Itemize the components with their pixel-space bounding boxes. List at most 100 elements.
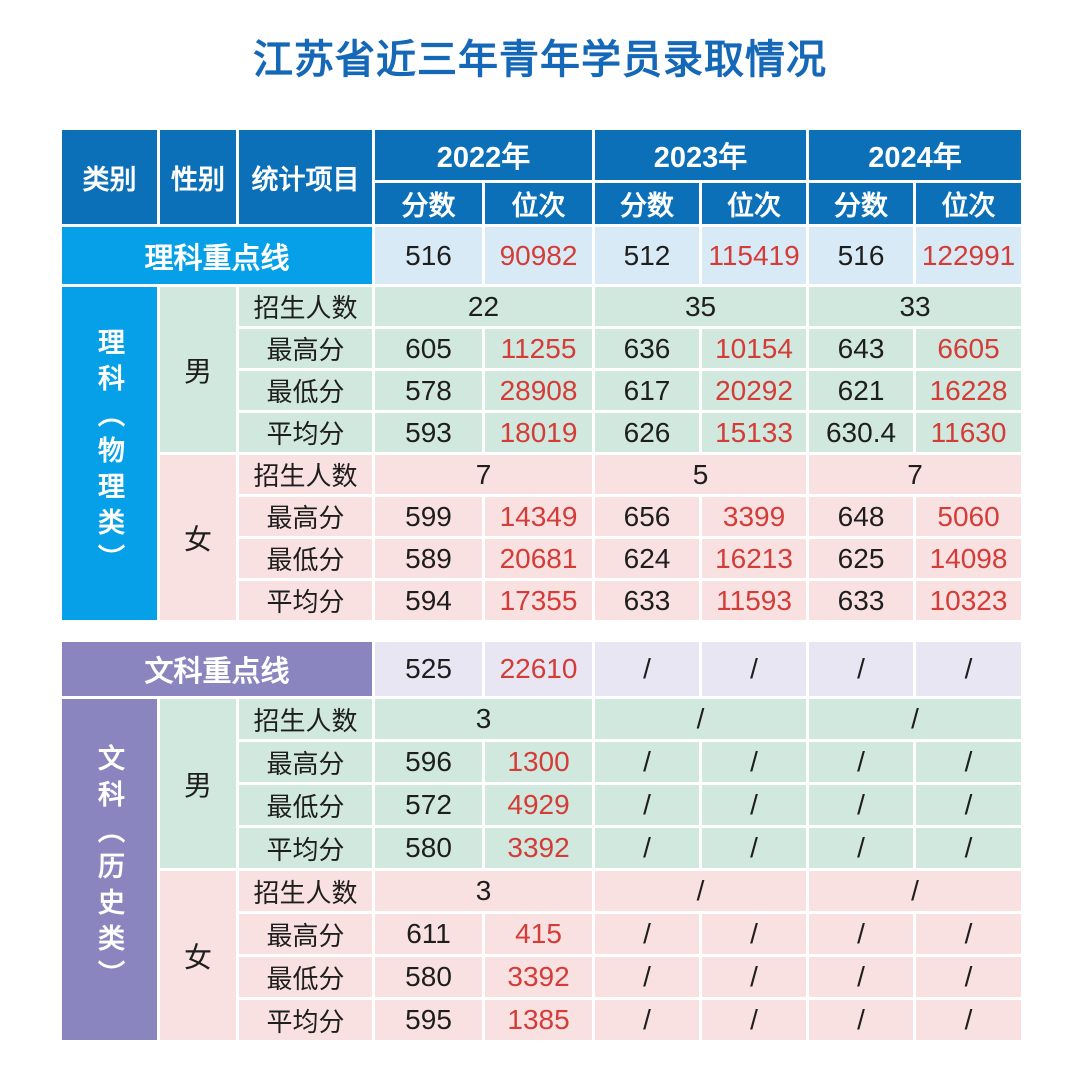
na-cell: / — [913, 739, 1025, 785]
enroll-count-cell: / — [806, 868, 1025, 914]
stat-label-cell: 最高分 — [236, 494, 375, 539]
cutoff-score-cell: 516 — [372, 224, 485, 287]
score-cell: 625 — [806, 536, 917, 581]
arts-cutoff-label-cell: 文科重点线 — [58, 639, 376, 699]
rank-header-cell: 位次 — [699, 180, 810, 227]
cutoff-score-cell: 512 — [592, 224, 703, 287]
enroll-count-cell: 33 — [806, 284, 1025, 329]
na-cell: / — [592, 997, 703, 1043]
rank-cell: 17355 — [481, 578, 596, 623]
score-cell: 578 — [372, 368, 485, 413]
rank-cell: 10323 — [913, 578, 1025, 623]
rank-cell: 15133 — [699, 410, 810, 455]
rank-cell: 3399 — [699, 494, 810, 539]
admissions-table-arts: 文科重点线 525 22610 / / / / 文科（历史类） 男 招生人数 3… — [58, 639, 1025, 1043]
admissions-table-science: 类别 性别 统计项目 2022年 2023年 2024年 分数 位次 分数 位次… — [59, 127, 1025, 623]
score-cell: 594 — [372, 578, 485, 623]
score-cell: 589 — [372, 536, 485, 581]
na-cell: / — [592, 911, 703, 957]
score-cell: 621 — [806, 368, 917, 413]
page-title: 江苏省近三年青年学员录取情况 — [253, 38, 827, 82]
score-cell: 617 — [592, 368, 703, 413]
rank-cell: 415 — [482, 911, 596, 957]
score-cell: 630.4 — [806, 410, 917, 455]
enroll-count-cell: 22 — [371, 284, 596, 329]
stat-item-header-cell: 统计项目 — [236, 127, 375, 227]
stat-label-cell: 最高分 — [235, 911, 376, 957]
na-cell: / — [699, 997, 810, 1043]
score-cell: 633 — [592, 578, 703, 623]
enroll-count-cell: 7 — [806, 452, 1025, 497]
enroll-label-cell: 招生人数 — [236, 284, 375, 329]
cutoff-score-cell: 525 — [372, 639, 486, 699]
male-gender-cell: 男 — [157, 284, 239, 455]
na-cell: / — [806, 825, 917, 871]
score-cell: 595 — [372, 997, 486, 1043]
enroll-count-cell: / — [806, 696, 1025, 742]
na-cell: / — [699, 739, 810, 785]
enroll-label-cell: 招生人数 — [235, 868, 376, 914]
rank-cell: 5060 — [913, 494, 1025, 539]
science-category-label: 理科（物理类） — [94, 327, 124, 580]
female-gender-cell: 女 — [157, 868, 239, 1043]
cutoff-rank-cell: 122991 — [913, 224, 1025, 287]
na-cell: / — [592, 639, 703, 699]
score-cell: 648 — [806, 494, 917, 539]
cutoff-rank-cell: 22610 — [482, 639, 596, 699]
year-header-cell: 2023年 — [592, 127, 810, 183]
enroll-count-cell: / — [592, 868, 810, 914]
na-cell: / — [913, 911, 1025, 957]
enroll-count-cell: 35 — [592, 284, 810, 329]
rank-cell: 28908 — [481, 368, 596, 413]
na-cell: / — [699, 911, 810, 957]
score-cell: 605 — [372, 326, 485, 371]
score-cell: 656 — [592, 494, 703, 539]
enroll-label-cell: 招生人数 — [236, 452, 375, 497]
rank-cell: 20292 — [699, 368, 810, 413]
male-gender-cell: 男 — [157, 696, 239, 871]
na-cell: / — [913, 825, 1025, 871]
na-cell: / — [806, 782, 917, 828]
rank-cell: 10154 — [699, 326, 810, 371]
na-cell: / — [592, 825, 703, 871]
score-cell: 580 — [372, 954, 486, 1000]
enroll-count-cell: 3 — [372, 696, 596, 742]
arts-category-cell: 文科（历史类） — [59, 696, 160, 1043]
science-cutoff-label-cell: 理科重点线 — [59, 224, 375, 287]
stat-label-cell: 最低分 — [236, 536, 375, 581]
na-cell: / — [913, 997, 1025, 1043]
na-cell: / — [806, 911, 917, 957]
rank-cell: 6605 — [913, 326, 1025, 371]
cutoff-score-cell: 516 — [806, 224, 917, 287]
rank-header-cell: 位次 — [481, 180, 596, 227]
na-cell: / — [699, 782, 810, 828]
female-gender-cell: 女 — [157, 452, 239, 623]
gender-header-cell: 性别 — [157, 127, 239, 227]
na-cell: / — [806, 997, 917, 1043]
rank-cell: 14098 — [913, 536, 1025, 581]
stat-label-cell: 最低分 — [235, 954, 376, 1000]
na-cell: / — [806, 739, 917, 785]
science-category-cell: 理科（物理类） — [59, 284, 160, 623]
na-cell: / — [592, 739, 703, 785]
rank-cell: 16213 — [699, 536, 810, 581]
rank-header-cell: 位次 — [913, 180, 1025, 227]
na-cell: / — [913, 954, 1025, 1000]
rank-cell: 14349 — [481, 494, 596, 539]
score-header-cell: 分数 — [806, 180, 917, 227]
na-cell: / — [806, 954, 917, 1000]
cutoff-rank-cell: 115419 — [699, 224, 810, 287]
stat-label-cell: 最高分 — [235, 739, 376, 785]
rank-cell: 20681 — [481, 536, 596, 581]
enroll-count-cell: 3 — [372, 868, 596, 914]
score-cell: 626 — [592, 410, 703, 455]
rank-cell: 11255 — [481, 326, 596, 371]
score-cell: 572 — [372, 782, 486, 828]
score-cell: 596 — [372, 739, 486, 785]
score-cell: 624 — [592, 536, 703, 581]
na-cell: / — [913, 782, 1025, 828]
na-cell: / — [699, 954, 810, 1000]
na-cell: / — [806, 639, 917, 699]
rank-cell: 11593 — [699, 578, 810, 623]
score-header-cell: 分数 — [592, 180, 703, 227]
